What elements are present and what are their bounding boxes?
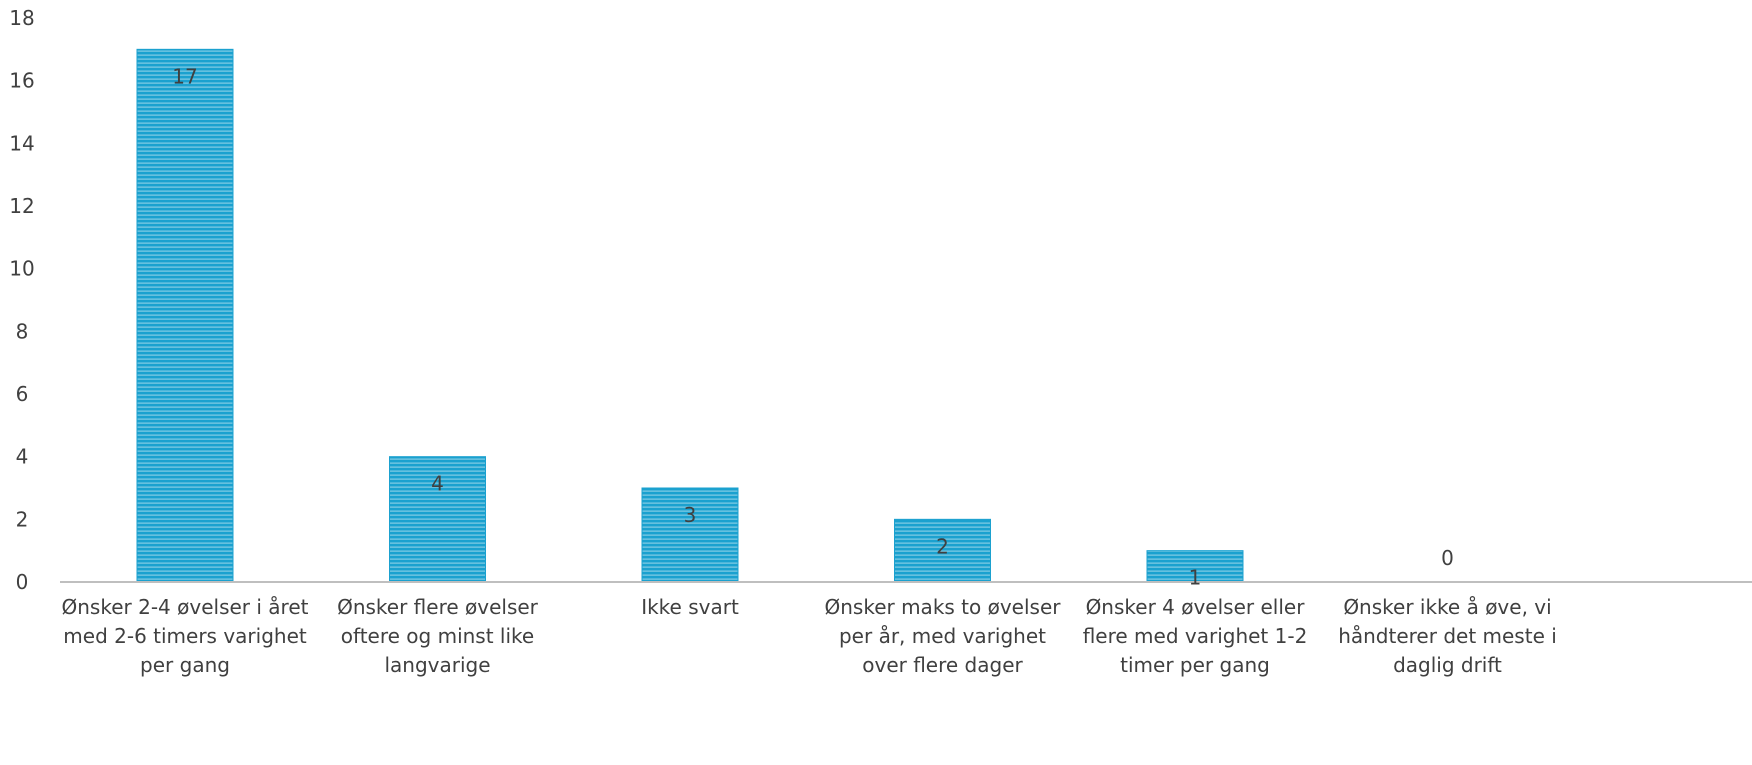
bar — [641, 487, 739, 583]
y-tick-label: 0 — [16, 570, 29, 594]
data-label: 3 — [684, 503, 697, 527]
category-label: Ønsker ikke å øve, vi håndterer det meste… — [1338, 595, 1557, 677]
y-tick-label: 12 — [9, 194, 34, 218]
category-label: Ønsker 4 øvelser eller flere med varighet… — [1083, 595, 1308, 677]
y-tick-label: 14 — [9, 131, 34, 155]
y-tick-label: 4 — [16, 445, 29, 469]
category-label: Ikke svart — [641, 595, 739, 619]
data-labels: 17 4 3 2 1 0 — [172, 64, 1454, 589]
data-label: 4 — [431, 472, 444, 496]
bars — [136, 48, 1244, 583]
y-tick-label: 2 — [16, 507, 29, 531]
data-label: 2 — [936, 534, 949, 558]
bar — [894, 518, 991, 583]
category-label: Ønsker 2-4 øvelser i året med 2-6 timers … — [62, 595, 309, 677]
data-label: 17 — [172, 64, 197, 88]
y-tick-label: 6 — [16, 382, 29, 406]
y-axis: 0 2 4 6 8 10 12 14 16 18 — [9, 6, 34, 594]
category-label: Ønsker flere øvelser oftere og minst like… — [337, 595, 539, 677]
y-tick-label: 18 — [9, 6, 34, 30]
y-tick-label: 8 — [16, 319, 29, 343]
y-tick-label: 16 — [9, 69, 34, 93]
y-tick-label: 10 — [9, 257, 34, 281]
category-label: Ønsker maks to øvelser per år, med varigh… — [824, 595, 1061, 677]
bar — [136, 48, 234, 583]
category-labels: Ønsker 2-4 øvelser i året med 2-6 timers … — [62, 595, 1557, 677]
data-label: 1 — [1189, 566, 1202, 590]
bar — [389, 456, 486, 583]
data-label: 0 — [1441, 546, 1454, 570]
